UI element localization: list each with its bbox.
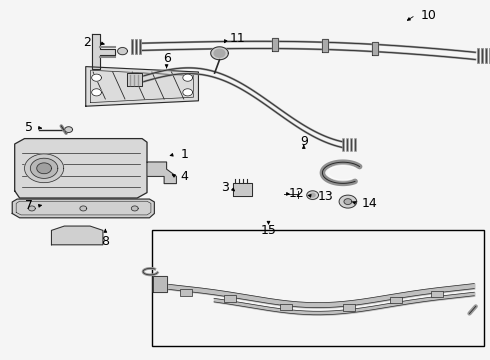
Bar <box>224 295 236 302</box>
Circle shape <box>183 89 193 96</box>
Polygon shape <box>153 276 167 292</box>
Text: 5: 5 <box>25 121 33 134</box>
Text: 10: 10 <box>420 9 436 22</box>
Text: 7: 7 <box>25 199 33 212</box>
Polygon shape <box>127 73 142 86</box>
Bar <box>431 291 442 297</box>
Polygon shape <box>12 199 154 218</box>
Circle shape <box>344 199 352 204</box>
Text: 15: 15 <box>261 224 276 237</box>
Bar <box>152 230 484 346</box>
Text: 9: 9 <box>300 135 308 148</box>
Text: 6: 6 <box>163 52 171 65</box>
Polygon shape <box>15 139 147 198</box>
Text: 11: 11 <box>229 32 245 45</box>
Circle shape <box>65 127 73 132</box>
Text: 13: 13 <box>318 190 333 203</box>
Circle shape <box>339 195 357 208</box>
Circle shape <box>80 206 87 211</box>
Polygon shape <box>147 162 176 184</box>
Text: 14: 14 <box>362 197 377 210</box>
Bar <box>372 41 378 54</box>
Polygon shape <box>92 34 115 69</box>
Circle shape <box>28 206 35 211</box>
Text: 1: 1 <box>180 148 188 161</box>
Bar <box>343 304 355 311</box>
Circle shape <box>92 89 101 96</box>
Circle shape <box>214 49 225 57</box>
Bar <box>272 39 278 51</box>
Circle shape <box>37 163 51 174</box>
Bar <box>322 39 328 52</box>
Polygon shape <box>233 183 252 196</box>
Bar <box>390 297 402 303</box>
Polygon shape <box>86 67 198 106</box>
Circle shape <box>183 74 193 81</box>
Circle shape <box>24 154 64 183</box>
Circle shape <box>30 158 58 179</box>
Text: 4: 4 <box>180 170 188 183</box>
Circle shape <box>211 47 228 60</box>
Circle shape <box>92 74 101 81</box>
Text: 8: 8 <box>101 235 109 248</box>
Polygon shape <box>51 226 103 245</box>
Text: 2: 2 <box>83 36 91 49</box>
Circle shape <box>118 48 127 55</box>
Bar <box>280 304 292 310</box>
Circle shape <box>310 193 315 197</box>
Text: 12: 12 <box>289 187 305 200</box>
Circle shape <box>307 191 318 199</box>
Bar <box>180 289 192 296</box>
Text: 3: 3 <box>221 181 229 194</box>
Circle shape <box>131 206 138 211</box>
